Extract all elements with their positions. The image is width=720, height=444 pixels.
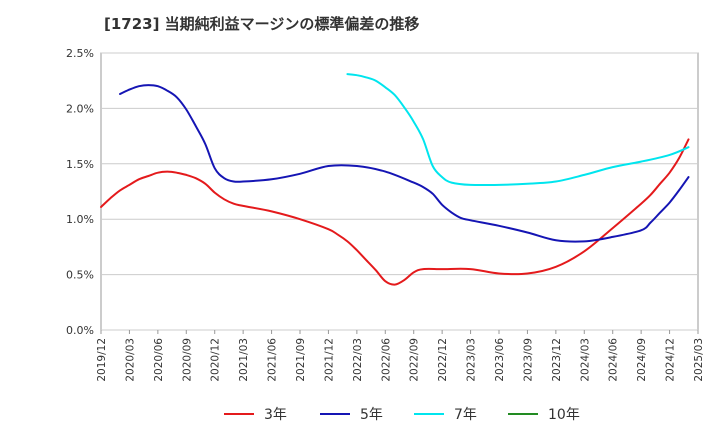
- y-tick-label: 1.5%: [66, 158, 94, 171]
- x-tick-label: 2021/12: [323, 338, 335, 382]
- x-tick-label: 2020/03: [124, 338, 136, 382]
- chart-title: [1723] 当期純利益マージンの標準偏差の推移: [104, 15, 420, 33]
- x-tick-label: 2021/03: [238, 338, 250, 382]
- y-tick-label: 0.5%: [66, 269, 94, 282]
- series-line-1: [100, 138, 690, 286]
- legend-label-1: 3年: [264, 407, 287, 423]
- x-tick-label: 2019/12: [96, 338, 108, 382]
- x-tick-label: 2020/12: [210, 338, 222, 382]
- x-tick-label: 2024/06: [608, 338, 620, 382]
- x-tick-label: 2021/09: [295, 338, 307, 382]
- y-tick-label: 2.5%: [66, 47, 94, 60]
- x-tick-label: 2020/06: [153, 338, 165, 382]
- x-tick-label: 2020/09: [181, 338, 193, 382]
- x-tick-label: 2024/03: [579, 338, 591, 382]
- legend-label-2: 5年: [360, 407, 383, 423]
- x-tick-label: 2022/06: [380, 338, 392, 382]
- x-tick-label: 2023/06: [494, 338, 506, 382]
- x-tick-label: 2022/12: [437, 338, 449, 382]
- x-tick-label: 2023/09: [522, 338, 534, 382]
- legend-label-4: 10年: [548, 407, 580, 423]
- x-tick-label: 2022/09: [409, 338, 421, 382]
- plot-frame: [100, 52, 699, 331]
- x-tick-label: 2024/09: [636, 338, 648, 382]
- series-line-2: [119, 84, 690, 243]
- y-tick-label: 0.0%: [66, 324, 94, 337]
- x-tick-label: 2024/12: [665, 338, 677, 382]
- x-tick-label: 2023/12: [551, 338, 563, 382]
- y-tick-label: 2.0%: [66, 102, 94, 115]
- series-line-3: [346, 73, 690, 187]
- x-tick-label: 2021/06: [267, 338, 279, 382]
- x-tick-label: 2025/03: [693, 338, 705, 382]
- x-tick-label: 2022/03: [352, 338, 364, 382]
- legend-label-3: 7年: [454, 407, 477, 423]
- y-tick-label: 1.0%: [66, 213, 94, 226]
- x-tick-label: 2023/03: [466, 338, 478, 382]
